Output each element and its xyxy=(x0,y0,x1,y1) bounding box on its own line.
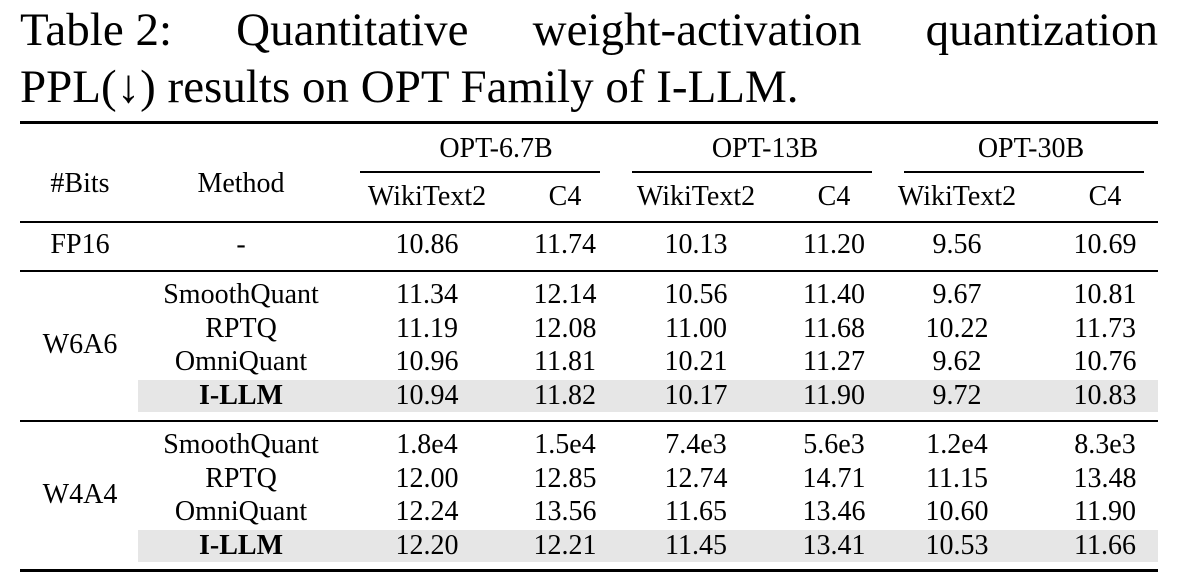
table-cell: 9.67 xyxy=(932,279,982,310)
table-cell: 11.73 xyxy=(1074,312,1136,344)
highlight-row xyxy=(138,379,1158,412)
table-cell: 10.13 xyxy=(664,229,728,260)
table-cell: 11.15 xyxy=(926,462,988,494)
table-cell: 9.72 xyxy=(932,379,982,411)
method-name: RPTQ xyxy=(205,312,277,344)
table-cell: 10.60 xyxy=(925,496,989,528)
method-name: I-LLM xyxy=(199,379,283,411)
table-cell: 10.69 xyxy=(1073,229,1137,260)
caption-line-1: Table 2: Quantitative weight-activation … xyxy=(20,2,1158,59)
table-cell: 12.74 xyxy=(664,462,728,494)
method-name: I-LLM xyxy=(199,529,283,561)
table-cell: 12.14 xyxy=(533,279,597,310)
table-cell: 7.4e3 xyxy=(665,429,727,460)
caption-word: Quantitative xyxy=(236,4,469,56)
caption-label: Table 2: xyxy=(20,4,173,56)
table-cell: 14.71 xyxy=(802,462,866,494)
table-cell: 10.17 xyxy=(664,379,728,411)
table-cell: 10.22 xyxy=(925,312,989,344)
results-table: #Bits Method OPT-6.7B OPT-13B OPT-30B WikiTex… xyxy=(20,121,1158,573)
table-cell: 10.53 xyxy=(925,529,989,561)
table-cell: 10.56 xyxy=(664,279,728,310)
model-underline xyxy=(360,171,600,173)
table-cell: 11.74 xyxy=(534,229,596,260)
table-cell: 10.94 xyxy=(395,379,459,411)
mid-rule xyxy=(20,221,1158,223)
method-name: OmniQuant xyxy=(174,346,308,378)
table-cell: 10.81 xyxy=(1073,279,1137,310)
table-cell: 5.6e3 xyxy=(803,429,865,460)
bits-label: W6A6 xyxy=(42,329,118,361)
header-dataset: C4 xyxy=(817,181,851,212)
table-cell: 10.83 xyxy=(1073,379,1137,411)
mid-rule xyxy=(20,270,1158,272)
header-method: Method xyxy=(197,168,285,199)
header-dataset: WikiText2 xyxy=(367,181,487,212)
table-cell: 12.21 xyxy=(533,529,597,561)
table-caption: Table 2: Quantitative weight-activation … xyxy=(20,2,1158,116)
table-cell: 11.90 xyxy=(1074,496,1136,528)
table-cell: 10.96 xyxy=(395,346,459,378)
table-cell: 11.40 xyxy=(803,279,865,310)
table-cell: 10.21 xyxy=(664,346,728,378)
header-dataset: C4 xyxy=(548,181,582,212)
table-cell: 12.85 xyxy=(533,462,597,494)
model-underline xyxy=(632,171,872,173)
top-rule xyxy=(20,121,1158,124)
table-cell: 10.86 xyxy=(395,229,459,260)
table-cell: 11.65 xyxy=(665,496,727,528)
table-cell: 10.76 xyxy=(1073,346,1137,378)
table-cell: 13.46 xyxy=(802,496,866,528)
table-cell: 13.56 xyxy=(533,496,597,528)
table-cell: 11.34 xyxy=(396,279,458,310)
mid-rule xyxy=(20,420,1158,422)
table-cell: 13.41 xyxy=(802,529,866,561)
table-cell: 11.90 xyxy=(803,379,865,411)
table-cell: 11.19 xyxy=(396,312,458,344)
table-cell: 9.56 xyxy=(932,229,982,260)
method-name: SmoothQuant xyxy=(163,429,319,460)
bits-label: FP16 xyxy=(50,229,110,260)
method-name: OmniQuant xyxy=(174,496,308,528)
table-cell: 11.66 xyxy=(1074,529,1136,561)
bits-label: W4A4 xyxy=(42,479,118,511)
header-model: OPT-13B xyxy=(711,133,819,164)
caption-line-2: PPL(↓) results on OPT Family of I-LLM. xyxy=(20,61,799,113)
table-cell: 12.08 xyxy=(533,312,597,344)
header-dataset: WikiText2 xyxy=(636,181,756,212)
table-cell: 11.81 xyxy=(534,346,596,378)
header-model: OPT-6.7B xyxy=(439,133,553,164)
bottom-rule xyxy=(20,569,1158,572)
method-name: - xyxy=(236,229,246,260)
table-cell: 8.3e3 xyxy=(1074,429,1136,460)
caption-word: weight-activation xyxy=(532,4,862,56)
table-cell: 11.68 xyxy=(803,312,865,344)
method-name: SmoothQuant xyxy=(163,279,319,310)
table-cell: 11.27 xyxy=(803,346,865,378)
table-cell: 11.20 xyxy=(803,229,865,260)
table-cell: 11.00 xyxy=(665,312,727,344)
model-underline xyxy=(904,171,1144,173)
table-cell: 11.45 xyxy=(665,529,727,561)
table-cell: 12.24 xyxy=(395,496,459,528)
header-model: OPT-30B xyxy=(977,133,1085,164)
table-cell: 1.2e4 xyxy=(926,429,988,460)
table-cell: 9.62 xyxy=(932,346,982,378)
table-cell: 12.00 xyxy=(395,462,459,494)
header-dataset: WikiText2 xyxy=(897,181,1017,212)
table-cell: 1.5e4 xyxy=(534,429,596,460)
header-bits: #Bits xyxy=(50,168,110,199)
caption-word: quantization xyxy=(925,4,1158,56)
table-cell: 1.8e4 xyxy=(396,429,458,460)
table-cell: 12.20 xyxy=(395,529,459,561)
table-cell: 11.82 xyxy=(534,379,596,411)
header-dataset: C4 xyxy=(1088,181,1122,212)
highlight-row xyxy=(138,529,1158,562)
method-name: RPTQ xyxy=(205,462,277,494)
table-cell: 13.48 xyxy=(1073,462,1137,494)
